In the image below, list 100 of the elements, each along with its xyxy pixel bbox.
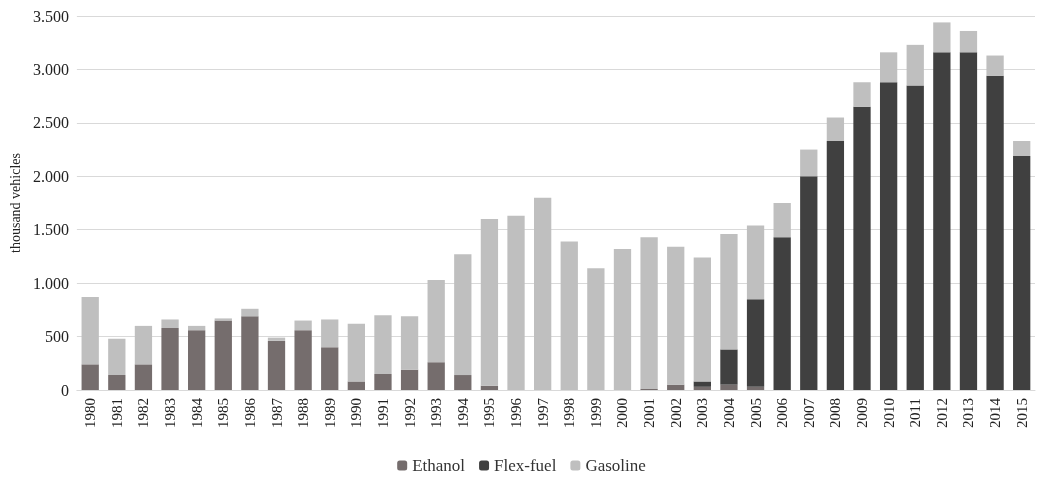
bar — [986, 75, 1004, 390]
bar — [321, 347, 339, 390]
bar — [400, 316, 419, 370]
bar — [879, 52, 898, 83]
x-tick-label: 1995 — [481, 398, 498, 428]
x-tick-label: 2008 — [827, 398, 844, 428]
y-tick-label: 500 — [44, 328, 69, 346]
bar — [321, 319, 339, 348]
x-tick-label: 2009 — [854, 398, 871, 428]
bar — [773, 237, 791, 390]
bar — [480, 385, 499, 390]
x-tick-label: 1994 — [454, 397, 471, 428]
x-tick-label: 2013 — [960, 398, 977, 428]
bar — [693, 386, 711, 390]
bar — [294, 330, 312, 390]
bar — [188, 330, 206, 390]
bar — [267, 340, 286, 390]
bar — [746, 225, 765, 300]
bar — [693, 257, 711, 382]
x-tick-label: 2003 — [694, 398, 711, 428]
bar — [933, 52, 951, 390]
bar — [906, 44, 924, 86]
bar — [773, 203, 791, 238]
y-tick-label: 3.500 — [32, 7, 69, 25]
bar — [853, 82, 871, 107]
bar — [188, 325, 206, 331]
legend-label: Flex-fuel — [494, 456, 557, 475]
bar — [454, 254, 472, 376]
x-tick-label: 1986 — [241, 397, 258, 428]
bar — [667, 384, 685, 390]
y-tick-label: 1.500 — [32, 221, 69, 239]
y-tick-label: 3.000 — [32, 60, 69, 78]
x-tick-label: 1996 — [508, 397, 525, 428]
bar — [480, 219, 499, 386]
bar — [959, 52, 978, 390]
bar — [214, 318, 232, 321]
x-tick-label: 2005 — [747, 398, 764, 428]
x-tick-label: 1982 — [135, 398, 152, 428]
x-tick-label: 1990 — [348, 398, 365, 428]
bar — [746, 299, 765, 387]
x-tick-label: 1985 — [215, 398, 232, 428]
x-tick-label: 1999 — [587, 398, 604, 428]
x-tick-label: 1984 — [188, 397, 205, 428]
bar — [613, 248, 632, 390]
bar — [427, 362, 445, 390]
bar — [374, 373, 392, 390]
bar — [347, 323, 365, 382]
x-tick-label: 2001 — [641, 398, 658, 428]
bar — [1013, 141, 1031, 156]
bar — [108, 338, 126, 376]
bar — [720, 384, 738, 390]
x-tick-label: 2004 — [720, 397, 737, 428]
x-tick-label: 2006 — [774, 397, 791, 428]
bar — [214, 320, 232, 390]
x-tick-label: 1988 — [295, 398, 312, 428]
bar — [560, 241, 578, 390]
bar — [427, 279, 445, 363]
bar — [294, 320, 312, 331]
x-tick-label: 2002 — [667, 398, 684, 428]
x-tick-label: 2012 — [933, 398, 950, 428]
x-tick-label: 1987 — [268, 397, 285, 428]
y-tick-label: 0 — [60, 381, 69, 399]
bar — [241, 308, 259, 317]
bar — [81, 297, 99, 365]
bar — [746, 386, 765, 390]
x-tick-label: 1997 — [534, 397, 551, 428]
bar — [81, 364, 99, 390]
y-tick-label: 2.000 — [32, 167, 69, 185]
x-tick-label: 2007 — [800, 397, 817, 428]
x-tick-label: 1992 — [401, 398, 418, 428]
bar — [1013, 155, 1031, 390]
bar — [454, 375, 472, 390]
bar — [720, 349, 738, 385]
legend-label: Ethanol — [412, 456, 466, 475]
x-tick-label: 2015 — [1013, 398, 1030, 428]
x-tick-label: 1998 — [561, 398, 578, 428]
y-axis-title: thousand vehicles — [7, 153, 23, 253]
x-tick-label: 2011 — [907, 398, 924, 428]
x-tick-label: 2014 — [987, 397, 1004, 428]
bar — [267, 337, 286, 341]
bar — [134, 325, 153, 365]
x-tick-label: 1993 — [428, 398, 445, 428]
bar — [800, 149, 818, 177]
x-tick-label: 1983 — [162, 398, 179, 428]
bar — [826, 141, 845, 390]
bar — [640, 237, 658, 389]
bar — [134, 364, 153, 390]
x-tick-label: 1991 — [374, 398, 391, 428]
bar — [693, 381, 711, 387]
x-tick-label: 2000 — [614, 398, 631, 428]
bar — [667, 246, 685, 385]
bar — [400, 369, 419, 390]
bar — [507, 215, 525, 390]
y-tick-label: 2.500 — [32, 114, 69, 132]
bar — [161, 319, 179, 329]
bar — [906, 85, 924, 390]
legend-label: Gasoline — [585, 456, 646, 475]
bar — [933, 22, 951, 53]
bar — [853, 106, 871, 390]
bar — [587, 268, 605, 390]
